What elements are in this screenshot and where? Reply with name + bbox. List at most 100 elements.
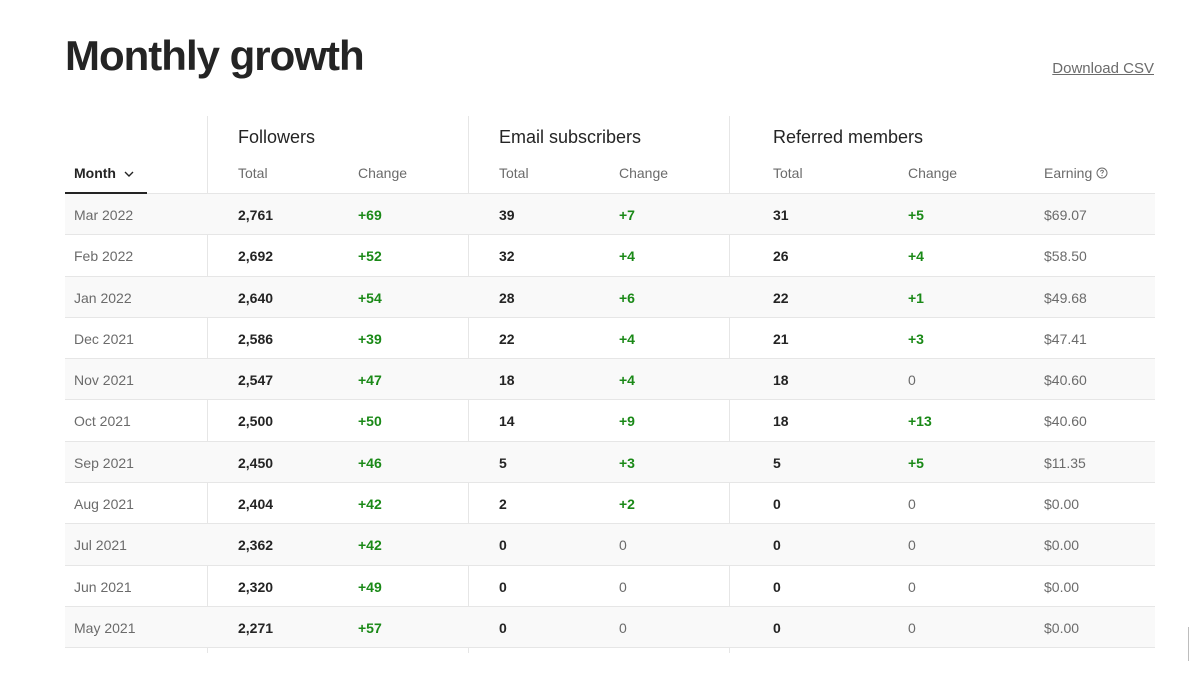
month-cell: Jun 2021 bbox=[74, 578, 132, 595]
email-total-cell: 5 bbox=[499, 454, 507, 471]
referred-total-cell: 5 bbox=[773, 454, 781, 471]
followers-change-cell: +42 bbox=[358, 496, 382, 513]
referred-change-cell: +13 bbox=[908, 413, 932, 430]
month-cell: May 2021 bbox=[74, 619, 136, 636]
followers-change-header: Change bbox=[358, 165, 408, 181]
table-body: Mar 2022 2,761 +69 39 +7 31 +5 $69.07 Feb 2022 2,… bbox=[65, 194, 1155, 649]
email-total-cell: 39 bbox=[499, 207, 515, 223]
table-row: Nov 2021 2,547 +47 18 +4 18 0 $40.60 bbox=[65, 359, 1155, 401]
table-row: Oct 2021 2,500 +50 14 +9 18 +13 $40.60 bbox=[65, 400, 1155, 442]
referred-total-cell: 22 bbox=[773, 289, 789, 306]
email-change-cell: +4 bbox=[619, 372, 635, 389]
table-row: May 2021 2,271 +57 0 0 0 0 $0.00 bbox=[65, 606, 1155, 649]
group-header-followers: Followers bbox=[238, 127, 316, 147]
table-row: Sep 2021 2,450 +46 5 +3 5 +5 $11.35 bbox=[65, 441, 1155, 484]
followers-total-cell: 2,320 bbox=[238, 578, 274, 595]
referred-total-header: Total bbox=[773, 165, 803, 181]
email-change-cell: +4 bbox=[619, 248, 635, 265]
help-circle-icon[interactable] bbox=[1096, 167, 1108, 179]
earning-cell: $0.00 bbox=[1044, 537, 1080, 554]
earning-cell: $0.00 bbox=[1044, 619, 1080, 636]
followers-total-header: Total bbox=[238, 165, 268, 181]
table-row: Jun 2021 2,320 +49 0 0 0 0 $0.00 bbox=[65, 566, 1155, 607]
email-change-cell: 0 bbox=[619, 619, 627, 636]
followers-change-cell: +52 bbox=[358, 248, 382, 265]
referred-total-cell: 0 bbox=[773, 619, 781, 636]
month-sort-button[interactable]: Month bbox=[65, 156, 147, 194]
month-cell: Oct 2021 bbox=[74, 413, 131, 430]
followers-change-cell: +50 bbox=[358, 413, 382, 430]
earning-cell: $40.60 bbox=[1044, 372, 1087, 389]
email-total-cell: 2 bbox=[499, 496, 507, 513]
followers-total-cell: 2,640 bbox=[238, 289, 274, 306]
followers-change-cell: +49 bbox=[358, 578, 382, 595]
download-csv-link[interactable]: Download CSV bbox=[1052, 60, 1154, 77]
month-cell: Nov 2021 bbox=[74, 372, 134, 389]
email-change-cell: +7 bbox=[619, 207, 635, 223]
referred-change-cell: +5 bbox=[908, 207, 924, 223]
page-title: Monthly growth bbox=[65, 32, 365, 79]
email-total-cell: 18 bbox=[499, 372, 515, 389]
referred-change-cell: +3 bbox=[908, 330, 924, 347]
referred-total-cell: 18 bbox=[773, 413, 789, 430]
email-change-cell: 0 bbox=[619, 537, 627, 554]
referred-change-cell: 0 bbox=[908, 372, 916, 389]
scroll-edge bbox=[1188, 627, 1189, 661]
email-total-cell: 0 bbox=[499, 537, 507, 554]
month-cell: Mar 2022 bbox=[74, 207, 134, 223]
followers-total-cell: 2,586 bbox=[238, 330, 274, 347]
followers-total-cell: 2,271 bbox=[238, 619, 274, 636]
column-header-row: Month Total Change Total Change Total Ch… bbox=[65, 156, 1155, 194]
followers-total-cell: 2,362 bbox=[238, 537, 274, 554]
referred-total-cell: 0 bbox=[773, 578, 781, 595]
followers-change-cell: +47 bbox=[358, 372, 382, 389]
followers-total-cell: 2,547 bbox=[238, 372, 274, 389]
followers-total-cell: 2,404 bbox=[238, 496, 274, 513]
table-row: Jul 2021 2,362 +42 0 0 0 0 $0.00 bbox=[65, 524, 1155, 566]
earning-cell: $0.00 bbox=[1044, 496, 1080, 513]
table-row: Aug 2021 2,404 +42 2 +2 0 0 $0.00 bbox=[65, 483, 1155, 525]
referred-total-cell: 0 bbox=[773, 496, 781, 513]
month-column-label: Month bbox=[74, 165, 116, 181]
referred-total-cell: 21 bbox=[773, 330, 789, 347]
month-cell: Dec 2021 bbox=[74, 330, 134, 347]
month-cell: Jul 2021 bbox=[74, 537, 127, 554]
email-change-cell: +3 bbox=[619, 454, 635, 471]
email-change-cell: +4 bbox=[619, 330, 635, 347]
earning-header-label: Earning bbox=[1044, 165, 1093, 181]
earning-cell: $0.00 bbox=[1044, 578, 1080, 595]
followers-change-cell: +57 bbox=[358, 619, 382, 636]
followers-total-cell: 2,450 bbox=[238, 454, 274, 471]
earning-cell: $47.41 bbox=[1044, 330, 1087, 347]
growth-table: Followers Email subscribers Referred mem… bbox=[65, 116, 1155, 653]
referred-change-cell: 0 bbox=[908, 496, 916, 513]
referred-change-cell: 0 bbox=[908, 619, 916, 636]
followers-total-cell: 2,692 bbox=[238, 248, 274, 265]
earning-cell: $58.50 bbox=[1044, 248, 1087, 265]
month-cell: Jan 2022 bbox=[74, 289, 132, 306]
followers-total-cell: 2,500 bbox=[238, 413, 274, 430]
email-change-header: Change bbox=[619, 165, 669, 181]
email-total-cell: 22 bbox=[499, 330, 515, 347]
email-total-cell: 28 bbox=[499, 289, 515, 306]
table-row: Feb 2022 2,692 +52 32 +4 26 +4 $58.50 bbox=[65, 235, 1155, 277]
group-header-email-subscribers: Email subscribers bbox=[499, 127, 642, 147]
earning-cell: $49.68 bbox=[1044, 289, 1087, 306]
group-header-row: Followers Email subscribers Referred mem… bbox=[65, 116, 1155, 156]
group-header-referred-members: Referred members bbox=[773, 127, 924, 147]
referred-total-cell: 26 bbox=[773, 248, 789, 265]
referred-total-cell: 0 bbox=[773, 537, 781, 554]
month-cell: Feb 2022 bbox=[74, 248, 134, 265]
email-total-cell: 32 bbox=[499, 248, 515, 265]
referred-change-cell: +1 bbox=[908, 289, 924, 306]
followers-total-cell: 2,761 bbox=[238, 207, 274, 223]
earning-cell: $40.60 bbox=[1044, 413, 1087, 430]
referred-change-header: Change bbox=[908, 165, 958, 181]
referred-change-cell: +4 bbox=[908, 248, 924, 265]
followers-change-cell: +42 bbox=[358, 537, 382, 554]
followers-change-cell: +69 bbox=[358, 207, 382, 223]
referred-total-cell: 31 bbox=[773, 207, 789, 223]
email-total-cell: 14 bbox=[499, 413, 515, 430]
chevron-down-icon bbox=[124, 171, 134, 177]
